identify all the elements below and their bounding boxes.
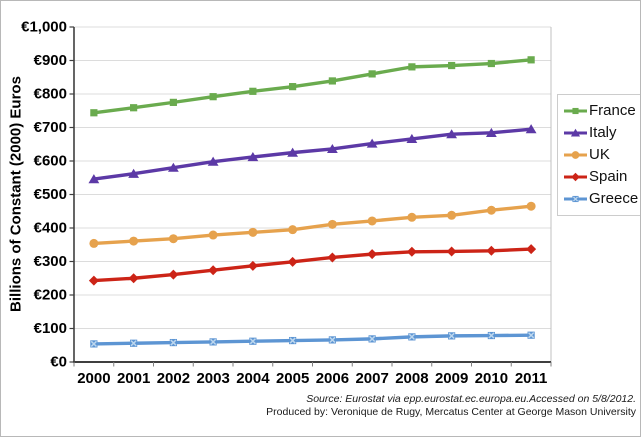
legend-label: Greece (589, 190, 639, 207)
series-greece (90, 331, 535, 348)
svg-text:2001: 2001 (117, 370, 150, 387)
series-spain (88, 244, 537, 286)
axis-ticks (69, 26, 552, 367)
legend-item-uk: UK (563, 145, 638, 165)
x-tick-labels: 2000 2001 2002 2003 2004 2005 2006 2007 2008 2009… (77, 370, 547, 387)
legend-swatch-italy (564, 128, 587, 137)
source-line-1: Source: Eurostat via epp.eurostat.ec.eur… (306, 393, 636, 405)
legend-label: UK (589, 146, 610, 163)
legend-label: Spain (589, 168, 628, 185)
svg-text:€400: €400 (34, 220, 67, 237)
svg-text:2009: 2009 (435, 370, 468, 387)
svg-text:€0: €0 (50, 354, 67, 371)
svg-text:€300: €300 (34, 253, 67, 270)
legend-swatch-spain (564, 172, 587, 182)
svg-text:€600: €600 (34, 153, 67, 170)
source-note: Source: Eurostat via epp.eurostat.ec.eur… (6, 393, 636, 419)
svg-text:2006: 2006 (316, 370, 349, 387)
svg-text:€1,000: €1,000 (21, 19, 67, 36)
legend-swatch-greece (564, 195, 587, 203)
svg-text:2005: 2005 (276, 370, 309, 387)
legend-item-italy: Italy (563, 123, 638, 143)
svg-text:€900: €900 (34, 52, 67, 69)
legend-item-spain: Spain (563, 167, 638, 187)
legend-item-france: France (563, 101, 638, 121)
svg-text:2004: 2004 (236, 370, 270, 387)
legend-label: Italy (589, 124, 617, 141)
legend-item-greece: Greece (563, 189, 638, 209)
series-italy (88, 124, 537, 184)
svg-text:2000: 2000 (77, 370, 110, 387)
y-tick-labels: €0 €100 €200 €300 €400 €500 €600 €700 €800 €900 €1… (21, 19, 67, 371)
gridlines (74, 26, 551, 329)
series-france (90, 56, 535, 117)
svg-text:€500: €500 (34, 186, 67, 203)
svg-text:€700: €700 (34, 119, 67, 136)
svg-text:2008: 2008 (395, 370, 428, 387)
svg-text:2011: 2011 (515, 370, 548, 387)
svg-text:2010: 2010 (475, 370, 508, 387)
legend-swatch-uk (564, 151, 587, 159)
legend-swatch-france (564, 107, 587, 115)
legend-box: France Italy UK Spain Greece (557, 94, 640, 216)
svg-text:€100: €100 (34, 320, 67, 337)
svg-text:€800: €800 (34, 86, 67, 103)
svg-text:2002: 2002 (157, 370, 190, 387)
series-uk (89, 201, 536, 248)
svg-text:2003: 2003 (196, 370, 229, 387)
svg-text:2007: 2007 (355, 370, 388, 387)
source-line-2: Produced by: Veronique de Rugy, Mercatus… (266, 406, 636, 418)
legend-label: France (589, 102, 636, 119)
svg-text:€200: €200 (34, 287, 67, 304)
